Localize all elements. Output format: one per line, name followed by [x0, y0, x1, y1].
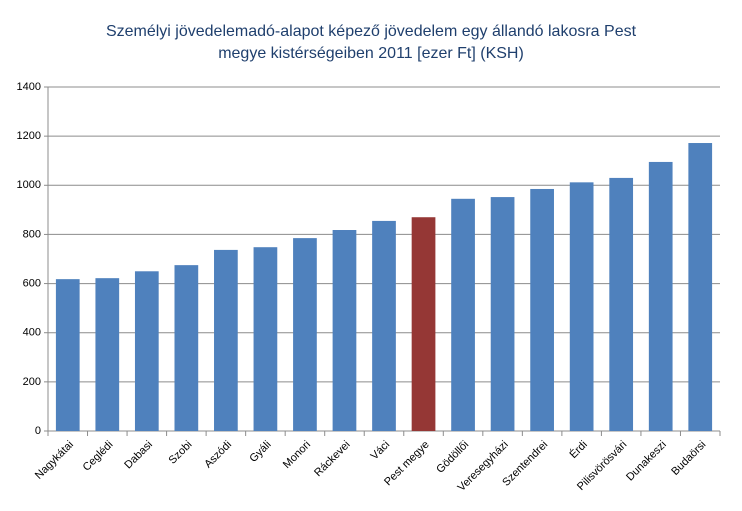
bar	[134, 271, 159, 431]
chart-title: Személyi jövedelemadó-alapot képező jöve…	[106, 23, 637, 40]
bar	[293, 238, 317, 431]
y-tick-label: 1200	[17, 130, 41, 142]
bar	[688, 143, 713, 431]
bar	[55, 279, 80, 431]
bar	[451, 198, 475, 431]
bar	[490, 197, 515, 431]
y-tick-label: 600	[23, 277, 41, 289]
bar	[411, 217, 436, 431]
bar	[569, 182, 594, 431]
y-tick-label: 800	[23, 228, 41, 240]
y-tick-label: 0	[35, 425, 41, 437]
y-tick-label: 1000	[17, 179, 41, 191]
y-tick-label: 400	[23, 327, 41, 339]
bar	[332, 230, 357, 431]
bar	[372, 220, 396, 431]
bar	[174, 265, 199, 431]
y-tick-label: 1400	[17, 81, 41, 93]
bar	[648, 161, 673, 431]
bar	[253, 247, 278, 431]
chart-title: megye kistérségeiben 2011 [ezer Ft] (KSH…	[218, 45, 524, 62]
bar	[609, 177, 634, 431]
bar	[530, 188, 554, 431]
bar	[95, 278, 120, 431]
y-tick-label: 200	[23, 376, 41, 388]
bar	[214, 249, 238, 431]
